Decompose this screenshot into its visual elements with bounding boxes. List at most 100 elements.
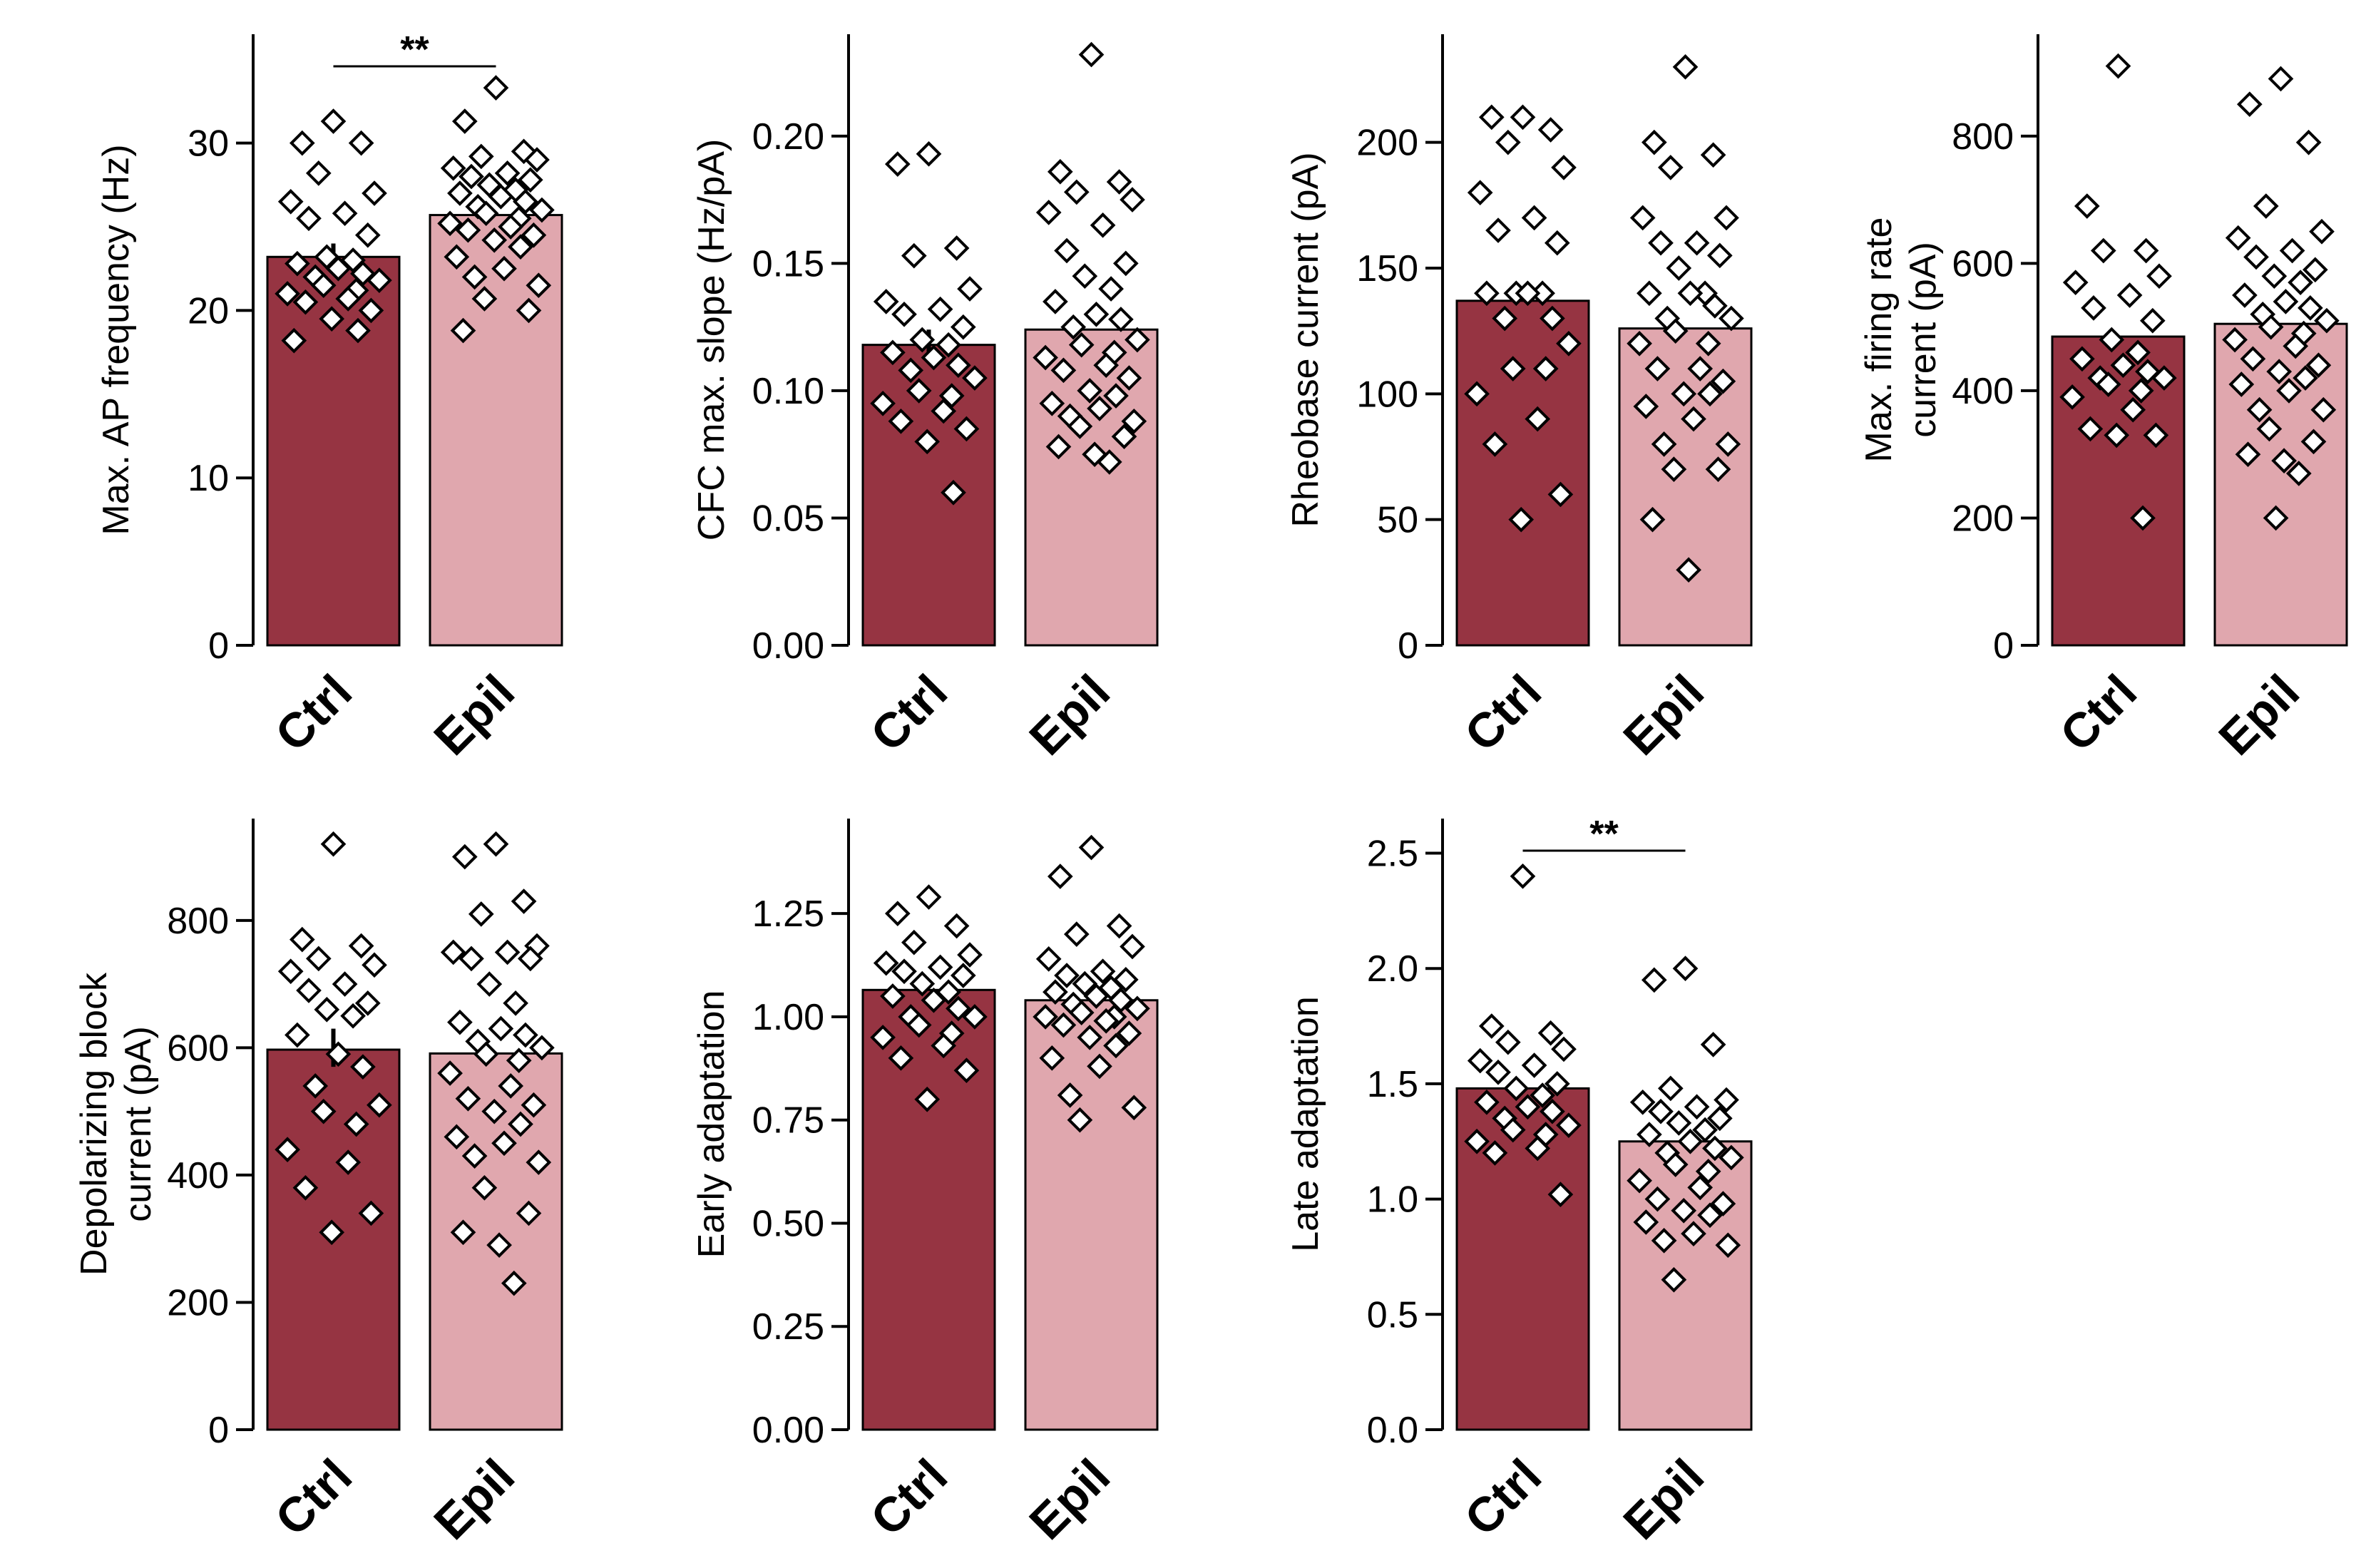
data-point-ctrl <box>319 306 345 332</box>
data-point-epil <box>1661 456 1687 482</box>
data-point-ctrl <box>957 942 983 968</box>
data-point-ctrl <box>962 1004 988 1030</box>
data-point-epil <box>508 234 533 260</box>
data-point-ctrl <box>1556 1112 1582 1138</box>
data-point-ctrl <box>1478 104 1505 130</box>
data-point-ctrl <box>302 1073 329 1099</box>
data-point-epil <box>1629 205 1656 231</box>
data-point-epil <box>2288 270 2313 295</box>
y-tick-label: 20 <box>188 290 229 332</box>
data-point-epil <box>450 1219 476 1246</box>
data-point-epil <box>508 1111 533 1137</box>
data-point-ctrl <box>2120 396 2146 423</box>
y-tick-label: 0.20 <box>752 116 824 158</box>
data-point-ctrl <box>1525 406 1551 432</box>
chart-panel-4: 0 200 400 600 800 Max. firing rate current (pA… <box>1858 34 2348 766</box>
y-tick-label: 100 <box>1356 374 1418 415</box>
y-tick-label: 2.0 <box>1367 948 1418 990</box>
data-point-ctrl <box>2105 53 2131 79</box>
bar-ctrl <box>861 988 996 1431</box>
data-point-epil <box>1068 1000 1095 1025</box>
significance-label: ** <box>400 29 429 71</box>
data-point-epil <box>1714 1087 1739 1113</box>
data-point-ctrl <box>941 479 966 506</box>
data-point-ctrl <box>957 276 983 302</box>
data-point-ctrl <box>335 1149 362 1175</box>
data-point-epil <box>1666 1110 1692 1136</box>
data-point-epil <box>1684 1094 1710 1120</box>
y-axis-label: current (pA) <box>118 1026 159 1222</box>
y-axis-label: Max. firing rate <box>1858 217 1900 463</box>
y-axis-label: Max. AP frequency (Hz) <box>96 144 137 535</box>
data-point-ctrl <box>1482 1140 1508 1166</box>
data-point-ctrl <box>953 416 980 442</box>
significance-label: ** <box>1589 814 1619 855</box>
chart-panel-1: 0 10 20 30 Max. AP frequency (Hz) Ctrl Epil ** <box>96 29 563 766</box>
y-tick-label: 0.0 <box>1367 1410 1418 1451</box>
data-point-ctrl <box>1547 1182 1574 1207</box>
data-point-ctrl <box>354 990 381 1016</box>
data-point-ctrl <box>914 1086 941 1112</box>
data-point-epil <box>529 197 555 223</box>
data-point-epil <box>2225 225 2251 251</box>
data-point-epil <box>2279 237 2305 264</box>
data-point-epil <box>2285 461 2312 486</box>
data-point-ctrl <box>1482 431 1508 457</box>
bar-ctrl <box>1455 299 1590 647</box>
data-point-epil <box>1666 255 1692 281</box>
data-point-epil <box>1067 1107 1093 1133</box>
data-point-epil <box>1662 318 1689 344</box>
data-point-epil <box>1106 913 1132 939</box>
data-point-ctrl <box>962 365 988 391</box>
y-axis-label: Depolarizing block <box>73 972 115 1276</box>
y-tick-label: 0.75 <box>752 1100 824 1142</box>
data-point-epil <box>468 143 494 170</box>
y-tick-label: 50 <box>1377 500 1418 541</box>
data-point-epil <box>437 1060 463 1086</box>
y-tick-label: 150 <box>1356 248 1418 289</box>
data-point-epil <box>2295 129 2322 155</box>
data-point-epil <box>1116 1020 1142 1046</box>
data-point-ctrl <box>1510 104 1536 130</box>
category-label-epil: Epil <box>1613 665 1714 766</box>
y-axis-label: Rheobase current (pA) <box>1285 152 1326 527</box>
data-point-ctrl <box>921 344 947 371</box>
data-point-ctrl <box>1540 305 1565 332</box>
y-tick-label: 0.5 <box>1367 1294 1418 1336</box>
data-point-epil <box>2310 396 2337 423</box>
data-point-epil <box>1637 1122 1662 1147</box>
data-point-epil <box>1111 424 1137 450</box>
data-point-epil <box>1705 456 1731 482</box>
data-point-ctrl <box>310 272 337 299</box>
data-point-ctrl <box>888 408 914 434</box>
data-point-epil <box>1657 1075 1684 1102</box>
data-point-ctrl <box>2139 307 2166 334</box>
data-point-ctrl <box>1495 1029 1521 1055</box>
data-point-epil <box>1676 557 1701 583</box>
data-point-epil <box>2258 314 2284 340</box>
data-point-epil <box>450 317 476 344</box>
data-point-epil <box>1054 237 1080 264</box>
chart-panel-6: 0.00 0.25 0.50 0.75 1.00 1.25 Early adaptation… <box>691 819 1159 1550</box>
category-label-ctrl: Ctrl <box>861 665 958 762</box>
data-point-ctrl <box>916 141 942 167</box>
y-tick-label: 0.25 <box>752 1306 824 1348</box>
data-point-epil <box>1035 946 1062 972</box>
data-point-epil <box>1043 979 1068 1005</box>
data-point-ctrl <box>2099 327 2125 353</box>
data-point-ctrl <box>916 884 942 910</box>
data-point-epil <box>1087 396 1112 421</box>
data-point-epil <box>1627 1167 1652 1194</box>
y-tick-label: 10 <box>188 458 229 499</box>
data-point-ctrl <box>1515 280 1541 307</box>
data-point-epil <box>471 1174 498 1201</box>
y-tick-label: 1.5 <box>1367 1064 1418 1105</box>
data-point-ctrl <box>946 352 971 379</box>
category-label-epil: Epil <box>1613 1449 1714 1550</box>
data-point-ctrl <box>350 1054 376 1080</box>
y-axis-label: Late adaptation <box>1285 996 1326 1252</box>
data-point-ctrl <box>281 327 307 354</box>
data-point-ctrl <box>2143 422 2169 449</box>
category-label-ctrl: Ctrl <box>1455 665 1552 762</box>
data-point-ctrl <box>348 933 374 959</box>
